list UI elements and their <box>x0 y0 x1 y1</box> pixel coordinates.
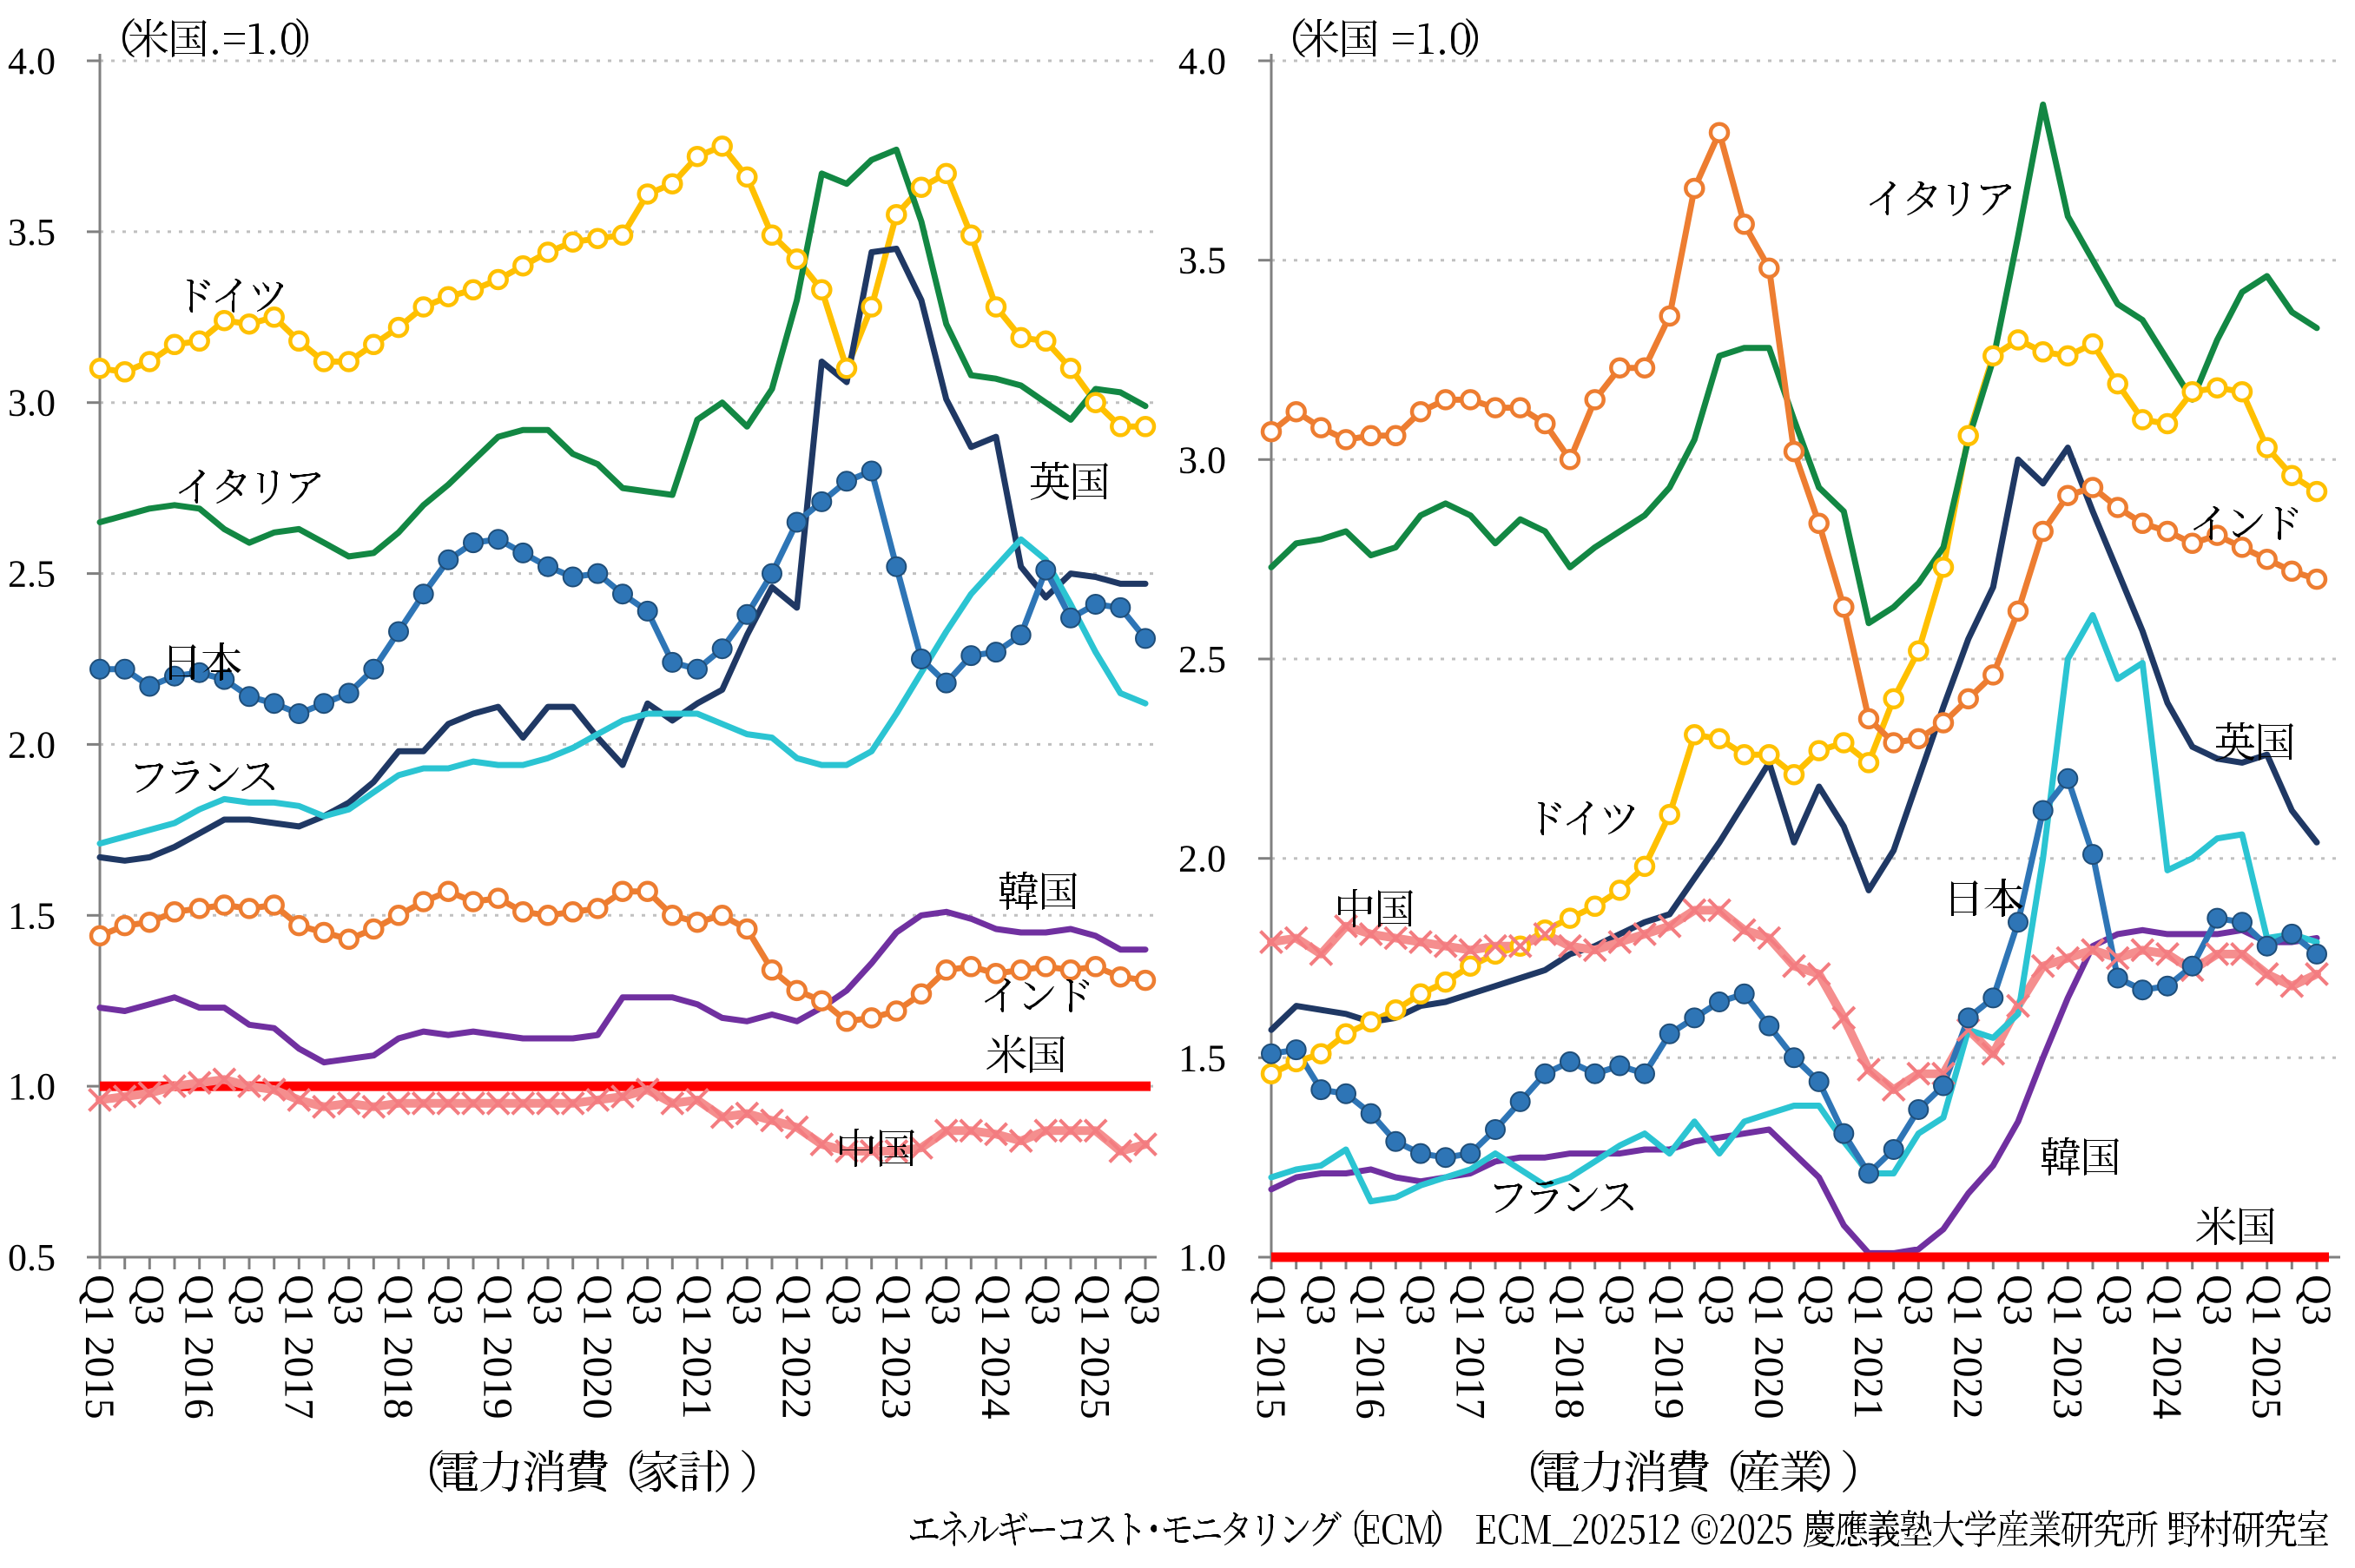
svg-text:Q3: Q3 <box>1022 1275 1068 1326</box>
svg-text:Q1 2022: Q1 2022 <box>1945 1275 1991 1420</box>
svg-text:2.0: 2.0 <box>8 723 56 766</box>
svg-text:Q3: Q3 <box>1397 1275 1443 1326</box>
svg-text:Q1 2021: Q1 2021 <box>1845 1275 1891 1420</box>
svg-text:0.5: 0.5 <box>8 1236 56 1279</box>
svg-text:Q1 2023: Q1 2023 <box>873 1275 919 1420</box>
svg-text:Q1 2023: Q1 2023 <box>2044 1275 2090 1420</box>
svg-text:Q1 2019: Q1 2019 <box>1646 1275 1692 1420</box>
svg-text:Q3: Q3 <box>1122 1275 1168 1326</box>
svg-text:Q3: Q3 <box>326 1275 372 1326</box>
svg-text:Q1 2017: Q1 2017 <box>1447 1275 1493 1420</box>
svg-text:Q1 2016: Q1 2016 <box>1348 1275 1394 1420</box>
svg-text:Q1 2021: Q1 2021 <box>674 1275 720 1420</box>
svg-text:1.0: 1.0 <box>1178 1236 1226 1279</box>
svg-text:Q1 2015: Q1 2015 <box>76 1275 122 1420</box>
svg-text:1.5: 1.5 <box>1178 1037 1226 1079</box>
svg-text:Q3: Q3 <box>524 1275 571 1326</box>
svg-text:Q3: Q3 <box>2094 1275 2141 1326</box>
svg-text:3.5: 3.5 <box>8 211 56 254</box>
svg-text:Q3: Q3 <box>1696 1275 1742 1326</box>
svg-text:Q1 2016: Q1 2016 <box>176 1275 222 1420</box>
svg-text:Q1 2022: Q1 2022 <box>774 1275 820 1420</box>
svg-text:Q3: Q3 <box>624 1275 670 1326</box>
svg-text:Q1 2025: Q1 2025 <box>1072 1275 1118 1420</box>
svg-text:3.0: 3.0 <box>8 382 56 425</box>
svg-text:Q3: Q3 <box>2293 1275 2339 1326</box>
svg-text:Q3: Q3 <box>823 1275 869 1326</box>
svg-text:Q1 2017: Q1 2017 <box>275 1275 321 1420</box>
svg-text:Q1 2020: Q1 2020 <box>574 1275 620 1420</box>
svg-text:Q1 2018: Q1 2018 <box>1547 1275 1593 1420</box>
svg-text:2.5: 2.5 <box>8 553 56 596</box>
svg-text:3.5: 3.5 <box>1178 240 1226 282</box>
svg-text:Q3: Q3 <box>723 1275 769 1326</box>
svg-text:Q3: Q3 <box>1895 1275 1941 1326</box>
svg-text:2.5: 2.5 <box>1178 638 1226 681</box>
svg-text:Q3: Q3 <box>1596 1275 1642 1326</box>
svg-text:Q1 2025: Q1 2025 <box>2244 1275 2290 1420</box>
svg-text:Q3: Q3 <box>1995 1275 2041 1326</box>
svg-text:Q3: Q3 <box>126 1275 172 1326</box>
svg-text:1.5: 1.5 <box>8 894 56 937</box>
svg-text:4.0: 4.0 <box>1178 40 1226 82</box>
svg-text:2.0: 2.0 <box>1178 838 1226 880</box>
svg-text:Q1 2020: Q1 2020 <box>1745 1275 1791 1420</box>
svg-text:Q3: Q3 <box>2193 1275 2240 1326</box>
svg-text:Q1 2015: Q1 2015 <box>1248 1275 1294 1420</box>
svg-text:4.0: 4.0 <box>8 40 56 82</box>
svg-text:Q3: Q3 <box>923 1275 969 1326</box>
svg-text:Q1 2024: Q1 2024 <box>2144 1275 2190 1420</box>
svg-text:Q1 2019: Q1 2019 <box>475 1275 521 1420</box>
svg-text:Q3: Q3 <box>1297 1275 1343 1326</box>
svg-text:Q1 2024: Q1 2024 <box>973 1275 1019 1420</box>
svg-text:Q3: Q3 <box>1796 1275 1842 1326</box>
svg-text:Q1 2018: Q1 2018 <box>375 1275 421 1420</box>
svg-text:Q3: Q3 <box>425 1275 471 1326</box>
svg-text:3.0: 3.0 <box>1178 438 1226 481</box>
svg-text:Q3: Q3 <box>1497 1275 1543 1326</box>
svg-text:Q3: Q3 <box>226 1275 272 1326</box>
svg-text:1.0: 1.0 <box>8 1065 56 1108</box>
